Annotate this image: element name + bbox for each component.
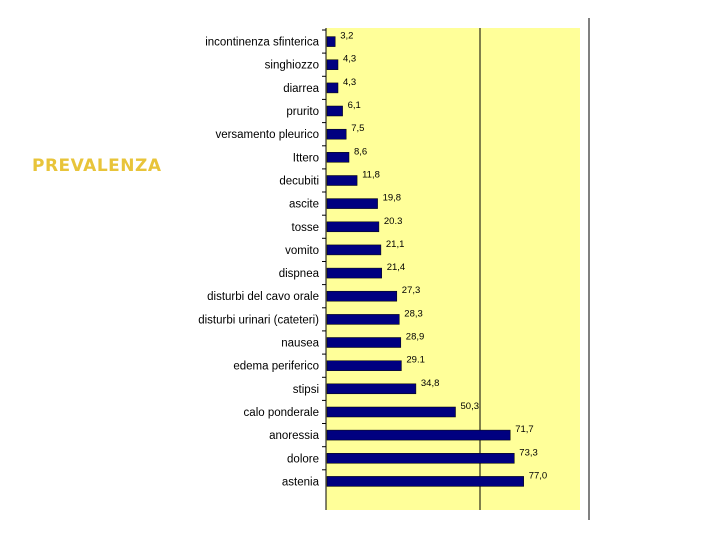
category-label: Ittero xyxy=(293,152,319,164)
bar xyxy=(326,59,339,70)
bar xyxy=(326,314,400,325)
value-label: 34,8 xyxy=(421,378,440,389)
bar xyxy=(326,290,398,302)
category-label: stipsi xyxy=(293,384,319,396)
value-label: 29.1 xyxy=(406,355,425,366)
bar xyxy=(326,476,524,487)
bar xyxy=(326,360,402,371)
value-label: 8,6 xyxy=(354,146,367,157)
category-label: versamento pleurico xyxy=(215,129,319,141)
category-label: decubiti xyxy=(279,176,319,188)
bar xyxy=(326,267,382,279)
value-label: 50,3 xyxy=(461,401,480,412)
category-label: disturbi urinari (cateteri) xyxy=(198,314,319,326)
value-label: 28,3 xyxy=(404,308,423,319)
bar xyxy=(326,82,339,94)
bar xyxy=(326,221,380,233)
category-label: dolore xyxy=(287,453,319,465)
value-label: 19,8 xyxy=(383,193,402,204)
bar xyxy=(326,198,378,209)
category-label: ascite xyxy=(289,199,319,211)
category-label: edema periferico xyxy=(233,361,319,373)
category-label: diarrea xyxy=(283,83,319,95)
category-label: disturbi del cavo orale xyxy=(207,291,319,303)
category-label: calo ponderale xyxy=(244,407,319,419)
value-label: 73,3 xyxy=(519,447,538,458)
category-label: singhiozzo xyxy=(265,60,319,72)
bar xyxy=(326,406,456,418)
bar xyxy=(326,105,343,117)
value-label: 20.3 xyxy=(384,216,403,227)
value-label: 4,3 xyxy=(343,54,356,65)
value-label: 21,1 xyxy=(386,239,405,250)
value-label: 71,7 xyxy=(515,424,534,435)
value-label: 77,0 xyxy=(529,470,548,481)
bar-series xyxy=(326,36,524,487)
bar xyxy=(326,244,382,256)
bar xyxy=(326,36,336,47)
bar xyxy=(326,152,350,163)
category-label: nausea xyxy=(281,338,319,350)
category-label: anoressia xyxy=(269,430,319,442)
value-label: 28,9 xyxy=(406,332,425,343)
category-label: vomito xyxy=(285,245,319,257)
category-label: prurito xyxy=(286,106,319,118)
value-labels: 3,2 4,3 4,3 6,1 7,5 8,6 11,8 19,8 20.3 21,1 21,4 27… xyxy=(340,31,547,482)
value-label: 7,5 xyxy=(351,123,364,134)
bar xyxy=(326,429,511,441)
category-label: dispnea xyxy=(279,268,320,280)
bar xyxy=(326,453,515,464)
category-label: astenia xyxy=(282,476,320,488)
category-label: tosse xyxy=(292,222,320,234)
bar xyxy=(326,175,358,186)
value-label: 11,8 xyxy=(362,170,380,181)
value-label: 4,3 xyxy=(343,77,356,88)
category-label: incontinenza sfinterica xyxy=(205,37,319,49)
slide-title: PREVALENZA xyxy=(32,156,162,176)
category-ticks xyxy=(322,29,326,471)
category-labels: incontinenza sfinterica singhiozzo diarrea… xyxy=(198,37,319,489)
value-label: 6,1 xyxy=(348,100,361,111)
value-label: 3,2 xyxy=(340,31,353,42)
value-label: 27,3 xyxy=(402,285,421,296)
bar xyxy=(326,337,402,348)
bar xyxy=(326,383,417,395)
value-label: 21,4 xyxy=(387,262,406,273)
bar xyxy=(326,128,347,140)
